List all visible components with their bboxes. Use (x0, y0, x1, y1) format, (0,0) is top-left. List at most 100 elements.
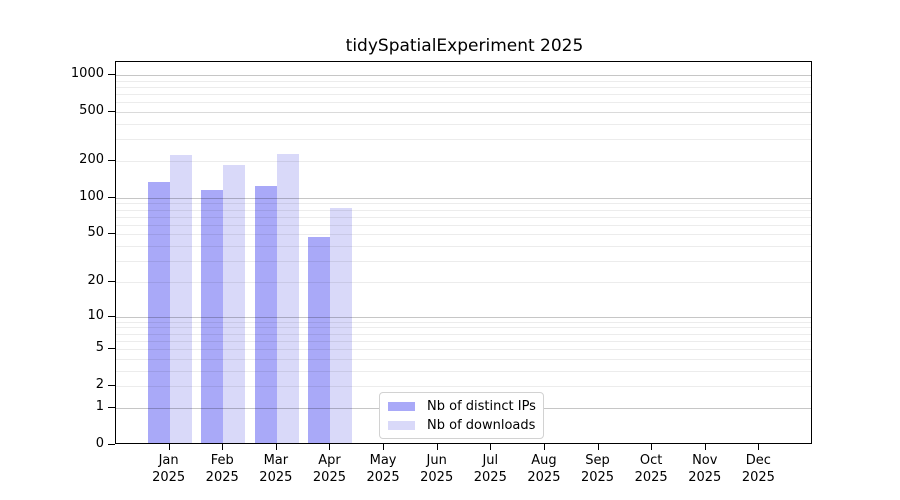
y-tick-label: 0 (95, 436, 104, 451)
x-tick-year: 2025 (259, 470, 293, 485)
gridline-minor (116, 340, 811, 342)
y-tick-mark (108, 406, 115, 408)
y-tick-label: 20 (87, 272, 104, 288)
gridline-minor (116, 216, 811, 218)
chart-title: tidySpatialExperiment 2025 (345, 36, 584, 56)
x-tick-mark (329, 444, 331, 450)
gridline-minor (116, 86, 811, 88)
gridline-minor (116, 246, 811, 248)
x-tick-year: 2025 (634, 470, 668, 485)
gridline-minor (116, 327, 811, 329)
y-tick-mark (108, 233, 115, 235)
bar-jan-distinct-ips (147, 182, 170, 443)
y-tick-mark (108, 385, 115, 387)
gridline-minor (116, 123, 811, 125)
gridline-minor (116, 333, 811, 335)
legend: Nb of distinct IPs Nb of downloads (379, 392, 544, 439)
gridline-minor (116, 358, 811, 360)
gridline-minor (116, 234, 811, 236)
x-tick-mark (222, 444, 224, 450)
legend-swatch-downloads-icon (388, 420, 415, 430)
plot-area (115, 61, 812, 444)
gridline-minor (116, 209, 811, 211)
x-tick-year: 2025 (527, 470, 561, 485)
y-tick-label: 200 (79, 151, 104, 167)
x-tick-label-aug: Aug 2025 (512, 452, 576, 486)
y-tick-mark (108, 196, 115, 198)
legend-label-downloads: Nb of downloads (427, 417, 536, 433)
x-tick-year: 2025 (205, 470, 239, 485)
x-tick-mark (275, 444, 277, 450)
x-tick-label-apr: Apr 2025 (297, 452, 361, 486)
x-tick-label-sep: Sep 2025 (566, 452, 630, 486)
gridline-minor (116, 349, 811, 351)
x-tick-mark (758, 444, 760, 450)
x-tick-mark (543, 444, 545, 450)
gridline-minor (116, 160, 811, 162)
y-tick-label: 100 (79, 188, 104, 204)
gridline-minor (116, 261, 811, 263)
gridline-minor (116, 102, 811, 104)
gridline-minor (116, 80, 811, 82)
x-tick-mark (383, 444, 385, 450)
gridline-major (116, 316, 811, 318)
y-tick-label: 50 (87, 225, 104, 241)
x-tick-mark (704, 444, 706, 450)
x-tick-label-may: May 2025 (351, 452, 415, 486)
y-tick-mark (108, 348, 115, 350)
x-tick-year: 2025 (366, 470, 400, 485)
bar-mar-downloads (276, 153, 299, 443)
y-tick-mark (108, 315, 115, 317)
gridline-minor (116, 386, 811, 388)
gridline-minor (116, 281, 811, 283)
x-tick-year: 2025 (473, 470, 507, 485)
x-tick-label-dec: Dec 2025 (726, 452, 790, 486)
x-tick-year: 2025 (420, 470, 454, 485)
x-tick-mark (597, 444, 599, 450)
y-tick-label: 5 (95, 340, 104, 356)
gridline-minor (116, 224, 811, 226)
y-tick-label: 2 (95, 377, 104, 393)
x-tick-mark (168, 444, 170, 450)
legend-swatch-distinct-ips-icon (388, 401, 415, 411)
x-tick-label-oct: Oct 2025 (619, 452, 683, 486)
y-tick-label: 1000 (70, 66, 104, 81)
y-tick-mark (108, 444, 115, 445)
gridline-minor (116, 203, 811, 205)
gridline-minor (116, 370, 811, 372)
x-tick-label-jun: Jun 2025 (405, 452, 469, 486)
x-tick-year: 2025 (688, 470, 722, 485)
x-tick-mark (436, 444, 438, 450)
bar-feb-distinct-ips (201, 189, 224, 443)
y-tick-label: 10 (87, 307, 104, 323)
legend-entry-downloads: Nb of downloads (388, 418, 535, 433)
y-tick-mark (108, 111, 115, 113)
gridline-minor (116, 112, 811, 114)
legend-entry-distinct-ips: Nb of distinct IPs (388, 398, 536, 414)
y-tick-label: 500 (79, 103, 104, 119)
gridline-minor (116, 139, 811, 141)
x-tick-mark (651, 444, 653, 450)
bar-apr-downloads (330, 207, 353, 443)
y-tick-label: 1 (95, 398, 104, 414)
x-tick-year: 2025 (312, 470, 346, 485)
bar-apr-distinct-ips (308, 236, 331, 443)
x-tick-label-feb: Feb 2025 (190, 452, 254, 486)
y-tick-mark (108, 280, 115, 282)
x-tick-year: 2025 (741, 470, 775, 485)
gridline-major (116, 75, 811, 76)
x-tick-year: 2025 (580, 470, 615, 485)
y-tick-mark (108, 74, 115, 75)
x-tick-label-jan: Jan 2025 (137, 452, 201, 486)
gridline-minor (116, 321, 811, 323)
x-tick-label-nov: Nov 2025 (673, 452, 737, 486)
bar-mar-distinct-ips (254, 186, 277, 443)
x-tick-label-mar: Mar 2025 (244, 452, 308, 486)
x-tick-mark (490, 444, 492, 450)
gridline-major (116, 197, 811, 199)
y-tick-mark (108, 159, 115, 161)
legend-label-distinct-ips: Nb of distinct IPs (427, 398, 536, 414)
gridline-minor (116, 94, 811, 96)
x-tick-label-jul: Jul 2025 (458, 452, 522, 486)
